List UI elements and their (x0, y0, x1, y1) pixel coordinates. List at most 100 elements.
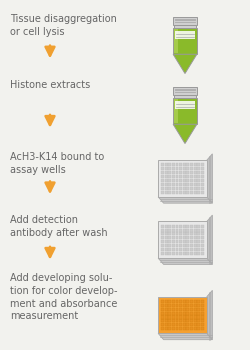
FancyBboxPatch shape (164, 308, 168, 311)
FancyBboxPatch shape (201, 300, 204, 303)
FancyBboxPatch shape (176, 183, 178, 186)
FancyBboxPatch shape (164, 171, 168, 174)
FancyBboxPatch shape (172, 244, 175, 247)
FancyBboxPatch shape (172, 171, 175, 174)
FancyBboxPatch shape (172, 323, 175, 326)
FancyBboxPatch shape (176, 300, 178, 303)
FancyBboxPatch shape (198, 171, 200, 174)
FancyBboxPatch shape (161, 183, 164, 186)
FancyBboxPatch shape (198, 308, 200, 311)
FancyBboxPatch shape (164, 167, 168, 170)
FancyBboxPatch shape (174, 101, 196, 109)
FancyBboxPatch shape (198, 315, 200, 318)
FancyBboxPatch shape (176, 312, 178, 315)
FancyBboxPatch shape (201, 304, 204, 307)
FancyBboxPatch shape (172, 304, 175, 307)
FancyBboxPatch shape (186, 240, 190, 243)
FancyBboxPatch shape (201, 163, 204, 167)
FancyBboxPatch shape (172, 300, 175, 303)
FancyBboxPatch shape (186, 163, 190, 167)
FancyBboxPatch shape (172, 163, 175, 167)
FancyBboxPatch shape (176, 179, 178, 182)
FancyBboxPatch shape (186, 175, 190, 178)
FancyBboxPatch shape (190, 236, 193, 239)
FancyBboxPatch shape (190, 183, 193, 186)
FancyBboxPatch shape (176, 327, 178, 330)
FancyBboxPatch shape (168, 315, 171, 318)
FancyBboxPatch shape (164, 244, 168, 247)
FancyBboxPatch shape (183, 323, 186, 326)
FancyBboxPatch shape (190, 327, 193, 330)
FancyBboxPatch shape (186, 167, 190, 170)
FancyBboxPatch shape (198, 304, 200, 307)
FancyBboxPatch shape (201, 323, 204, 326)
FancyBboxPatch shape (161, 167, 164, 170)
FancyBboxPatch shape (172, 252, 175, 255)
FancyBboxPatch shape (176, 323, 178, 326)
FancyBboxPatch shape (176, 244, 178, 247)
FancyBboxPatch shape (164, 225, 168, 228)
FancyBboxPatch shape (183, 304, 186, 307)
FancyBboxPatch shape (198, 240, 200, 243)
FancyBboxPatch shape (176, 191, 178, 194)
FancyBboxPatch shape (164, 187, 168, 190)
FancyBboxPatch shape (190, 171, 193, 174)
FancyBboxPatch shape (164, 236, 168, 239)
FancyBboxPatch shape (201, 183, 204, 186)
FancyBboxPatch shape (186, 229, 190, 232)
FancyBboxPatch shape (179, 315, 182, 318)
FancyBboxPatch shape (201, 229, 204, 232)
FancyBboxPatch shape (161, 319, 164, 322)
FancyBboxPatch shape (183, 312, 186, 315)
FancyBboxPatch shape (194, 232, 197, 236)
FancyBboxPatch shape (168, 167, 171, 170)
FancyBboxPatch shape (194, 315, 197, 318)
FancyBboxPatch shape (168, 304, 171, 307)
Polygon shape (158, 222, 207, 258)
FancyBboxPatch shape (173, 28, 197, 54)
FancyBboxPatch shape (183, 191, 186, 194)
FancyBboxPatch shape (186, 319, 190, 322)
FancyBboxPatch shape (179, 187, 182, 190)
FancyBboxPatch shape (194, 319, 197, 322)
FancyBboxPatch shape (201, 236, 204, 239)
FancyBboxPatch shape (176, 315, 178, 318)
FancyBboxPatch shape (161, 240, 164, 243)
FancyBboxPatch shape (198, 183, 200, 186)
FancyBboxPatch shape (186, 171, 190, 174)
FancyBboxPatch shape (179, 248, 182, 251)
Text: Tissue disaggregation
or cell lysis: Tissue disaggregation or cell lysis (10, 14, 117, 37)
FancyBboxPatch shape (179, 244, 182, 247)
FancyBboxPatch shape (183, 315, 186, 318)
FancyBboxPatch shape (198, 244, 200, 247)
FancyBboxPatch shape (168, 327, 171, 330)
FancyBboxPatch shape (198, 229, 200, 232)
FancyBboxPatch shape (201, 248, 204, 251)
FancyBboxPatch shape (168, 312, 171, 315)
FancyBboxPatch shape (198, 187, 200, 190)
FancyBboxPatch shape (194, 327, 197, 330)
FancyBboxPatch shape (176, 167, 178, 170)
FancyBboxPatch shape (194, 323, 197, 326)
FancyBboxPatch shape (176, 240, 178, 243)
FancyBboxPatch shape (161, 179, 164, 182)
FancyBboxPatch shape (183, 308, 186, 311)
FancyBboxPatch shape (168, 191, 171, 194)
FancyBboxPatch shape (168, 171, 171, 174)
FancyBboxPatch shape (179, 236, 182, 239)
FancyBboxPatch shape (190, 323, 193, 326)
FancyBboxPatch shape (168, 244, 171, 247)
FancyBboxPatch shape (164, 229, 168, 232)
Text: Add detection
antibody after wash: Add detection antibody after wash (10, 215, 108, 238)
FancyBboxPatch shape (183, 319, 186, 322)
FancyBboxPatch shape (201, 175, 204, 178)
FancyBboxPatch shape (194, 304, 197, 307)
FancyBboxPatch shape (168, 225, 171, 228)
FancyBboxPatch shape (194, 252, 197, 255)
FancyBboxPatch shape (198, 323, 200, 326)
FancyBboxPatch shape (201, 312, 204, 315)
FancyBboxPatch shape (161, 163, 164, 167)
FancyBboxPatch shape (161, 323, 164, 326)
FancyBboxPatch shape (198, 300, 200, 303)
FancyBboxPatch shape (179, 163, 182, 167)
